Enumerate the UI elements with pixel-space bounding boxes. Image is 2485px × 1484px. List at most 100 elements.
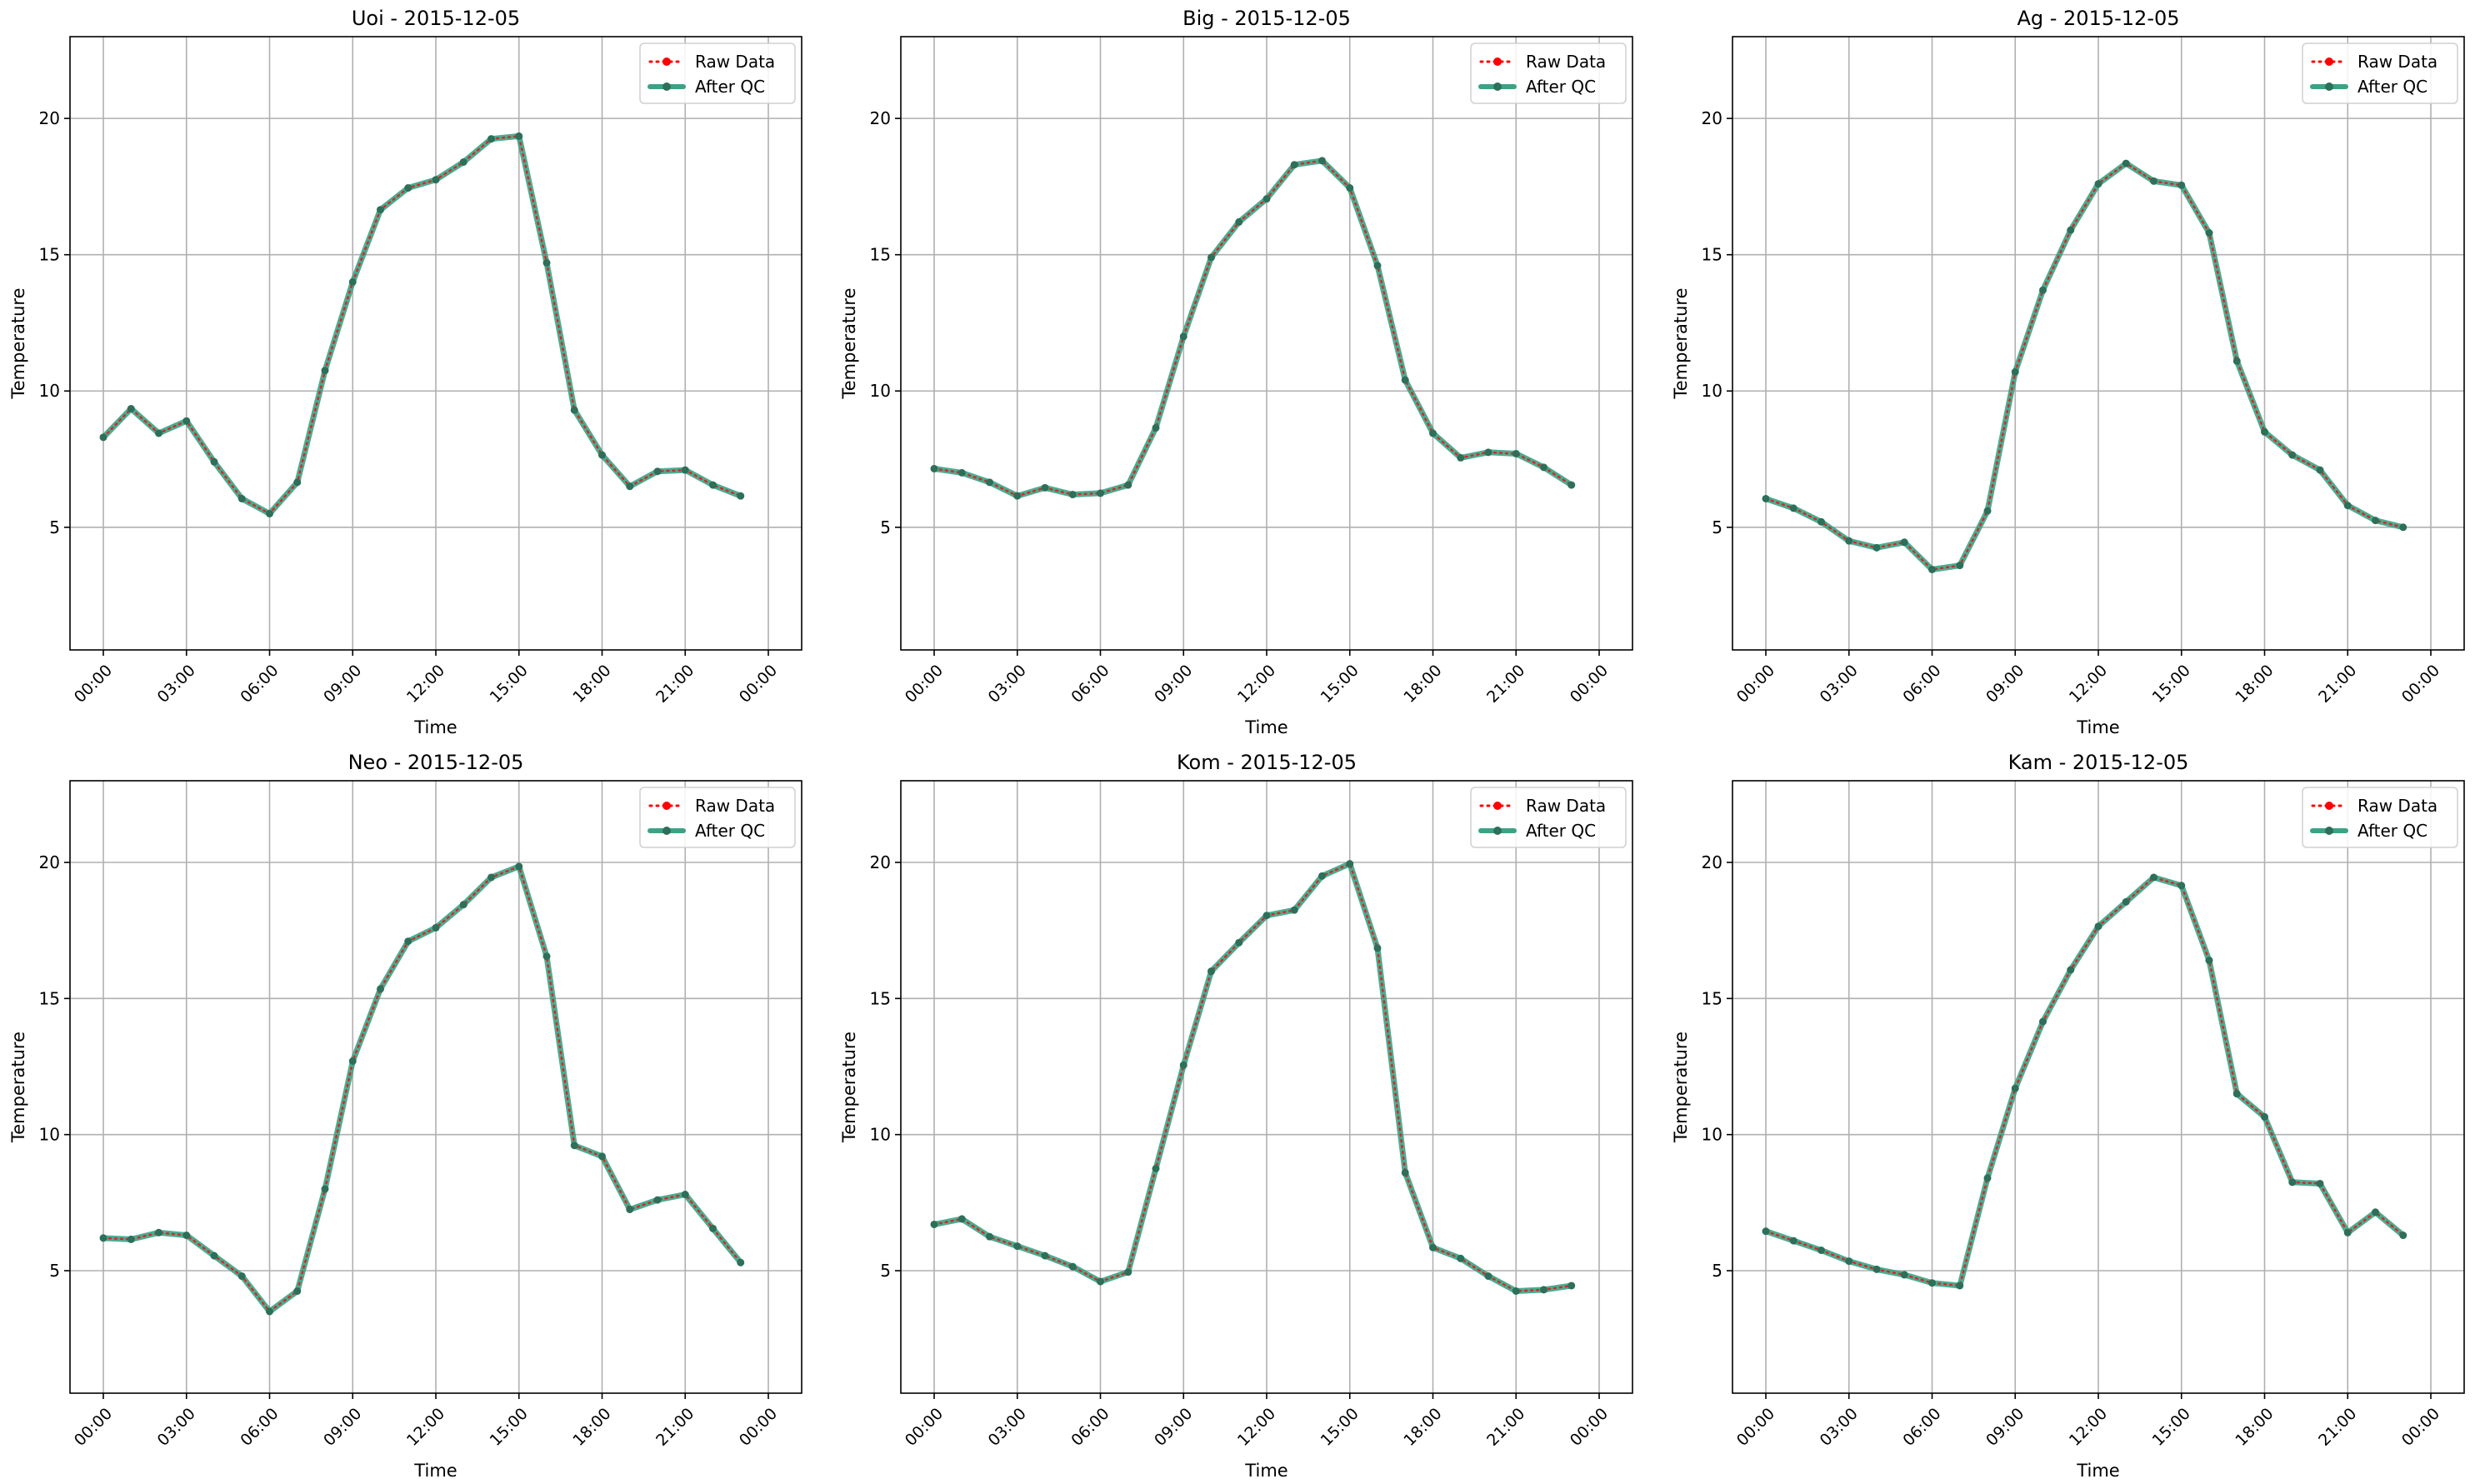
y-tick-label: 20 <box>870 852 891 872</box>
data-point <box>2343 502 2352 510</box>
data-point <box>266 509 273 517</box>
data-point <box>709 1224 717 1232</box>
data-point <box>1762 494 1770 502</box>
data-point <box>1818 517 1825 526</box>
series-line-raw-data <box>1764 162 2405 571</box>
series-line-raw-data <box>102 865 742 1313</box>
data-point <box>1956 562 1964 570</box>
x-tick-label: 00:00 <box>1733 662 1778 707</box>
y-tick-label: 15 <box>39 245 60 265</box>
x-tick-label: 15:00 <box>487 662 532 707</box>
data-point <box>1373 944 1382 952</box>
data-point <box>1872 1265 1881 1273</box>
legend-label-raw-data: Raw Data <box>695 52 775 72</box>
y-tick-label: 15 <box>1702 988 1722 1008</box>
x-tick-label: 21:00 <box>2315 1405 2360 1450</box>
x-axis-label: Time <box>2076 717 2119 737</box>
data-point <box>1373 262 1382 270</box>
data-point <box>1762 1227 1770 1236</box>
x-tick-label: 03:00 <box>154 662 199 707</box>
data-points <box>1762 159 2408 574</box>
data-point <box>1318 157 1326 165</box>
data-point <box>1845 1257 1853 1266</box>
data-point <box>1789 504 1798 512</box>
y-tick-label: 20 <box>870 108 891 128</box>
y-tick-label: 10 <box>39 1125 60 1145</box>
data-point <box>2232 1090 2241 1098</box>
data-point <box>348 277 357 286</box>
data-points <box>930 860 1576 1295</box>
legend-marker-raw-data <box>2325 57 2333 66</box>
data-points <box>99 862 745 1316</box>
x-axis-label: Time <box>413 717 457 737</box>
data-point <box>2372 517 2379 525</box>
grid <box>1732 37 2464 650</box>
x-tick-label: 00:00 <box>71 1405 116 1450</box>
x-tick-label: 06:00 <box>1068 1405 1112 1450</box>
y-axis-label: Temperature <box>839 1032 859 1143</box>
y-axis-label: Temperature <box>839 287 859 399</box>
x-tick-label: 21:00 <box>2315 662 2360 707</box>
y-tick-label: 5 <box>49 517 60 537</box>
data-point <box>930 1220 938 1228</box>
y-tick-label: 15 <box>870 245 891 265</box>
legend-label-raw-data: Raw Data <box>695 796 775 816</box>
data-point <box>1457 453 1465 462</box>
data-point <box>986 478 993 487</box>
data-point <box>2122 159 2130 167</box>
x-tick-label: 12:00 <box>1234 1405 1279 1450</box>
data-point <box>488 135 495 143</box>
data-point <box>1789 1237 1798 1245</box>
data-point <box>266 1307 273 1316</box>
data-point <box>321 1185 329 1193</box>
data-point <box>2288 451 2297 459</box>
data-point <box>1179 1061 1188 1069</box>
legend: Raw Data After QC <box>1470 42 1627 104</box>
data-point <box>515 132 523 140</box>
chart-panel-2: 00:00 03:00 06:00 09:00 12:00 15:00 18:00 21:00… <box>839 7 1633 737</box>
data-point <box>1429 429 1437 437</box>
chart-panel-3: 00:00 03:00 06:00 09:00 12:00 15:00 18:00 21:00… <box>1671 7 2465 737</box>
data-point <box>2039 286 2047 294</box>
y-tick-label: 15 <box>39 988 60 1008</box>
x-tick-label: 00:00 <box>902 1405 947 1450</box>
y-tick-label: 5 <box>880 1261 891 1281</box>
legend: Raw Data After QC <box>639 42 796 104</box>
data-point <box>2261 1112 2268 1121</box>
y-tick-label: 15 <box>1702 245 1722 265</box>
x-tick-label: 03:00 <box>1817 1405 1862 1450</box>
data-point <box>598 451 606 459</box>
legend: Raw Data After QC <box>2302 42 2458 104</box>
data-point <box>570 1142 578 1150</box>
data-point <box>2178 181 2186 189</box>
data-point <box>1512 449 1520 457</box>
data-point <box>1983 507 1992 515</box>
data-point <box>182 417 191 425</box>
chart-title: Kom - 2015-12-05 <box>1177 751 1357 774</box>
data-point <box>2122 897 2130 906</box>
data-point <box>1013 492 1022 500</box>
legend-label-after-qc: After QC <box>695 821 765 841</box>
x-tick-label: 00:00 <box>1733 1405 1778 1450</box>
legend-label-after-qc: After QC <box>1526 77 1596 97</box>
y-tick-label: 10 <box>39 381 60 401</box>
series-line-after-qc <box>1762 874 2407 1289</box>
data-point <box>1262 912 1271 920</box>
data-point <box>99 1234 108 1242</box>
x-tick-label: 15:00 <box>1318 662 1362 707</box>
data-point <box>2343 1228 2352 1237</box>
y-axis-label: Temperature <box>1671 1032 1691 1143</box>
data-point <box>2150 177 2158 185</box>
data-point <box>1346 860 1354 868</box>
data-point <box>2232 357 2241 365</box>
data-point <box>1124 481 1132 489</box>
x-tick-label: 03:00 <box>985 662 1030 707</box>
data-point <box>1041 483 1049 492</box>
legend-label-after-qc: After QC <box>2358 77 2428 97</box>
data-point <box>182 1232 191 1240</box>
data-point <box>2288 1178 2297 1187</box>
data-point <box>1179 332 1188 341</box>
x-tick-label: 00:00 <box>1567 1405 1612 1450</box>
data-point <box>1457 1254 1465 1262</box>
x-tick-label: 18:00 <box>1400 662 1445 707</box>
